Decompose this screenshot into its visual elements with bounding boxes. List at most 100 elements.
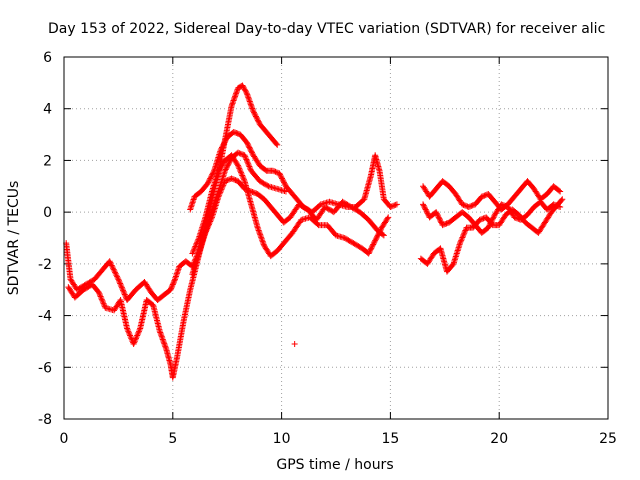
data-point-marker — [233, 130, 240, 137]
data-point-marker — [231, 96, 238, 103]
data-point-marker — [240, 175, 247, 182]
plot-frame — [63, 56, 609, 420]
data-point-marker — [244, 186, 251, 193]
data-point-marker — [124, 326, 131, 333]
data-point-marker — [460, 201, 467, 208]
data-point-marker — [110, 266, 117, 273]
data-point-marker — [380, 232, 387, 239]
data-point-marker — [205, 222, 212, 229]
data-point-marker — [476, 216, 483, 223]
data-point-marker — [162, 344, 169, 351]
data-point-marker — [556, 187, 563, 194]
data-point-marker — [551, 201, 558, 208]
data-point-marker — [274, 141, 281, 148]
data-point-marker — [422, 206, 429, 213]
data-point-marker — [222, 167, 229, 174]
data-point-marker — [230, 128, 237, 135]
data-point-marker — [115, 276, 122, 283]
data-point-marker — [221, 139, 228, 146]
data-point-marker — [247, 145, 254, 152]
data-point-marker — [437, 216, 444, 223]
data-point-marker — [218, 145, 225, 152]
data-point-marker — [236, 150, 243, 157]
data-point-marker — [379, 231, 386, 238]
data-point-marker — [215, 193, 222, 200]
data-point-marker — [229, 176, 236, 183]
data-point-marker — [219, 143, 226, 150]
y-tick-label: -6 — [38, 360, 52, 376]
data-point-marker — [167, 286, 174, 293]
data-point-marker — [130, 341, 137, 348]
data-point-marker — [220, 182, 227, 189]
data-point-marker — [157, 330, 164, 337]
data-point-marker — [223, 163, 230, 170]
data-point-marker — [249, 105, 256, 112]
data-point-marker — [248, 102, 255, 109]
y-tick-label: -4 — [38, 309, 52, 325]
data-point-marker — [131, 339, 138, 346]
data-point-marker — [246, 98, 253, 105]
data-point-marker — [228, 175, 235, 182]
data-point-marker — [374, 232, 381, 239]
data-point-marker — [239, 173, 246, 180]
data-point-marker — [276, 170, 283, 177]
data-point-marker — [367, 246, 374, 253]
data-point-marker — [242, 87, 249, 94]
data-point-marker — [260, 241, 267, 248]
data-point-marker — [487, 219, 494, 226]
data-point-marker — [421, 203, 428, 210]
data-point-marker — [245, 160, 252, 167]
data-point-marker — [191, 246, 198, 253]
data-point-marker — [207, 217, 214, 224]
data-point-marker — [243, 88, 250, 95]
data-point-marker — [136, 326, 143, 333]
data-point-marker — [246, 164, 253, 171]
data-point-marker — [204, 180, 211, 187]
data-point-marker — [171, 277, 178, 284]
data-point-marker — [461, 202, 468, 209]
data-point-marker — [514, 215, 521, 222]
data-point-marker — [469, 202, 476, 209]
data-point-marker — [131, 338, 138, 345]
x-tick-label: 0 — [60, 431, 69, 447]
data-point-marker — [244, 92, 251, 99]
data-point-marker — [256, 230, 263, 237]
data-point-marker — [242, 186, 249, 193]
data-point-marker — [244, 91, 251, 98]
data-point-marker — [222, 178, 229, 185]
data-point-marker — [259, 237, 266, 244]
data-point-marker — [124, 325, 131, 332]
data-point-marker — [235, 149, 242, 156]
data-point-marker — [390, 202, 397, 209]
data-point-marker — [223, 177, 230, 184]
data-point-marker — [207, 174, 214, 181]
data-point-marker — [99, 299, 106, 306]
data-point-marker — [204, 224, 211, 231]
data-point-marker — [393, 201, 400, 208]
data-point-marker — [478, 193, 485, 200]
data-point-marker — [207, 218, 214, 225]
data-point-marker — [249, 149, 256, 156]
data-point-marker — [113, 272, 120, 279]
data-point-marker — [499, 201, 506, 208]
data-point-marker — [273, 140, 280, 147]
data-point-marker — [254, 224, 261, 231]
data-point-marker — [189, 249, 196, 256]
data-point-marker — [457, 240, 464, 247]
series-track-3 — [187, 128, 400, 216]
data-point-marker — [255, 118, 262, 125]
data-point-marker — [242, 155, 249, 162]
data-point-marker — [370, 241, 377, 248]
data-point-marker — [258, 234, 265, 241]
data-point-marker — [241, 185, 248, 192]
data-point-marker — [240, 83, 247, 90]
data-point-marker — [110, 265, 117, 272]
data-point-marker — [225, 176, 232, 183]
data-point-marker — [217, 187, 224, 194]
data-point-marker — [490, 214, 497, 221]
data-point-marker — [209, 171, 216, 178]
data-point-marker — [217, 189, 224, 196]
data-point-marker — [231, 94, 238, 101]
data-point-marker — [435, 214, 442, 221]
data-point-marker — [257, 231, 264, 238]
